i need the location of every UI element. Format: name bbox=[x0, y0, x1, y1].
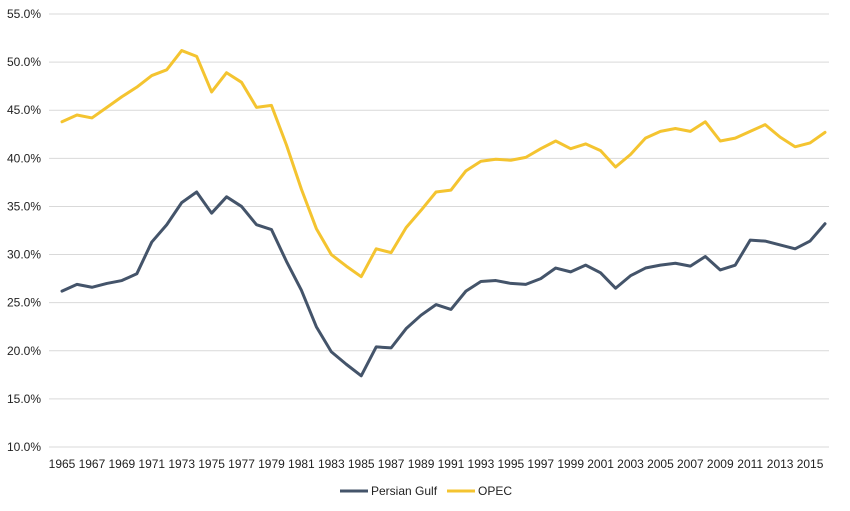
x-tick-label: 1981 bbox=[288, 457, 315, 471]
x-tick-label: 2005 bbox=[647, 457, 674, 471]
x-tick-label: 1973 bbox=[168, 457, 195, 471]
y-tick-label: 50.0% bbox=[7, 55, 41, 69]
series-line-opec bbox=[60, 49, 827, 279]
series-lines bbox=[60, 49, 827, 378]
x-tick-label: 2007 bbox=[677, 457, 704, 471]
x-tick-label: 1999 bbox=[557, 457, 584, 471]
x-tick-label: 1965 bbox=[49, 457, 76, 471]
legend: Persian Gulf OPEC bbox=[340, 484, 512, 498]
x-tick-label: 1985 bbox=[348, 457, 375, 471]
x-tick-label: 1967 bbox=[79, 457, 106, 471]
y-tick-label: 15.0% bbox=[7, 392, 41, 406]
y-tick-label: 35.0% bbox=[7, 199, 41, 213]
x-tick-label: 2013 bbox=[767, 457, 794, 471]
y-tick-label: 30.0% bbox=[7, 248, 41, 262]
y-tick-label: 25.0% bbox=[7, 296, 41, 310]
y-tick-label: 45.0% bbox=[7, 103, 41, 117]
x-tick-label: 2015 bbox=[797, 457, 824, 471]
x-tick-label: 1971 bbox=[138, 457, 165, 471]
x-tick-label: 1993 bbox=[468, 457, 495, 471]
x-tick-label: 1975 bbox=[198, 457, 225, 471]
x-tick-label: 2009 bbox=[707, 457, 734, 471]
legend-label-opec: OPEC bbox=[478, 484, 512, 498]
x-tick-label: 2011 bbox=[737, 457, 763, 471]
y-tick-label: 10.0% bbox=[7, 440, 41, 454]
y-tick-label: 55.0% bbox=[7, 7, 41, 21]
x-tick-label: 1987 bbox=[378, 457, 405, 471]
series-line-persian-gulf bbox=[60, 190, 827, 378]
gridlines bbox=[49, 13, 829, 448]
x-tick-label: 1997 bbox=[527, 457, 554, 471]
y-tick-label: 40.0% bbox=[7, 151, 41, 165]
y-axis-tick-labels: 10.0% 15.0% 20.0% 25.0% 30.0% 35.0% 40.0% 45.0%… bbox=[7, 7, 41, 454]
x-tick-label: 1983 bbox=[318, 457, 345, 471]
x-tick-label: 2001 bbox=[587, 457, 614, 471]
x-tick-label: 1977 bbox=[228, 457, 255, 471]
legend-label-persian-gulf: Persian Gulf bbox=[371, 484, 438, 498]
x-tick-label: 2003 bbox=[617, 457, 644, 471]
x-tick-label: 1995 bbox=[497, 457, 524, 471]
x-tick-label: 1989 bbox=[408, 457, 435, 471]
x-tick-label: 1979 bbox=[258, 457, 285, 471]
x-tick-label: 1991 bbox=[438, 457, 465, 471]
y-tick-label: 20.0% bbox=[7, 344, 41, 358]
x-axis-tick-labels: 1965 1967 1969 1971 1973 1975 1977 1979 1981 1983… bbox=[49, 457, 824, 471]
x-tick-label: 1969 bbox=[108, 457, 135, 471]
